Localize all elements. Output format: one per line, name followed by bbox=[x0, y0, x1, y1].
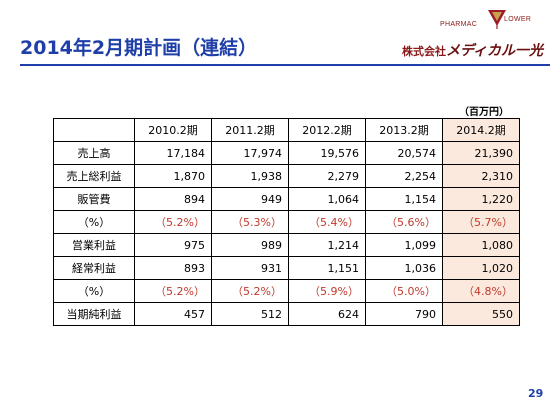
table-cell: （5.7%） bbox=[442, 210, 520, 234]
title-underline bbox=[20, 64, 550, 66]
table-cell: 893 bbox=[134, 256, 212, 280]
row-label: 営業利益 bbox=[53, 233, 135, 257]
company-logo: PHARMAC LOWER 株式会社メディカル一光 bbox=[402, 4, 552, 64]
table-row-percent: （%） （5.2%） （5.3%） （5.4%） （5.6%） （5.7%） bbox=[53, 210, 520, 234]
row-label: 売上総利益 bbox=[53, 164, 135, 188]
table-cell: 17,974 bbox=[211, 141, 289, 165]
table-cell: （5.2%） bbox=[134, 210, 212, 234]
table-cell: 19,576 bbox=[288, 141, 366, 165]
table-cell: 20,574 bbox=[365, 141, 443, 165]
table-cell: 1,870 bbox=[134, 164, 212, 188]
row-label: （%） bbox=[53, 279, 135, 303]
row-label: 売上高 bbox=[53, 141, 135, 165]
table-corner-cell bbox=[53, 118, 135, 142]
table-row: 販管費 894 949 1,064 1,154 1,220 bbox=[53, 187, 520, 211]
table-row: 売上総利益 1,870 1,938 2,279 2,254 2,310 bbox=[53, 164, 520, 188]
table-cell: 989 bbox=[211, 233, 289, 257]
table-cell: 550 bbox=[442, 302, 520, 326]
period-header: 2011.2期 bbox=[211, 118, 289, 142]
table-cell: 2,254 bbox=[365, 164, 443, 188]
table-cell: 1,214 bbox=[288, 233, 366, 257]
unit-note: （百万円） bbox=[459, 107, 509, 118]
table-cell: 1,099 bbox=[365, 233, 443, 257]
table-cell: （4.8%） bbox=[442, 279, 520, 303]
table-cell: （5.3%） bbox=[211, 210, 289, 234]
table-cell: 1,080 bbox=[442, 233, 520, 257]
slide-title: 2014年2月期計画（連結） bbox=[20, 37, 258, 59]
table-header-row: 2010.2期 2011.2期 2012.2期 2013.2期 2014.2期 bbox=[53, 118, 520, 142]
company-prefix: 株式会社 bbox=[402, 45, 446, 58]
table-cell: 894 bbox=[134, 187, 212, 211]
company-brand: メディカル一光 bbox=[446, 43, 544, 59]
table-cell: （5.6%） bbox=[365, 210, 443, 234]
period-header-plan: 2014.2期 bbox=[442, 118, 520, 142]
table-cell: 2,279 bbox=[288, 164, 366, 188]
row-label: 当期純利益 bbox=[53, 302, 135, 326]
table-cell: 1,154 bbox=[365, 187, 443, 211]
row-label: 販管費 bbox=[53, 187, 135, 211]
period-header: 2012.2期 bbox=[288, 118, 366, 142]
table-cell: 1,220 bbox=[442, 187, 520, 211]
logo-lower-text: LOWER bbox=[504, 16, 532, 23]
table-row: 当期純利益 457 512 624 790 550 bbox=[53, 302, 520, 326]
page-number: 29 bbox=[528, 387, 544, 400]
table-cell: 1,151 bbox=[288, 256, 366, 280]
table-cell: （5.2%） bbox=[211, 279, 289, 303]
table-row-percent: （%） （5.2%） （5.2%） （5.9%） （5.0%） （4.8%） bbox=[53, 279, 520, 303]
period-header: 2013.2期 bbox=[365, 118, 443, 142]
flower-logo-icon bbox=[486, 8, 508, 34]
table-row: 経常利益 893 931 1,151 1,036 1,020 bbox=[53, 256, 520, 280]
table-cell: （5.4%） bbox=[288, 210, 366, 234]
row-label: （%） bbox=[53, 210, 135, 234]
table-cell: 21,390 bbox=[442, 141, 520, 165]
table-cell: 1,020 bbox=[442, 256, 520, 280]
table-cell: 1,036 bbox=[365, 256, 443, 280]
company-name: 株式会社メディカル一光 bbox=[402, 40, 543, 60]
period-header: 2010.2期 bbox=[134, 118, 212, 142]
consolidated-plan-table: 2010.2期 2011.2期 2012.2期 2013.2期 2014.2期 … bbox=[53, 118, 520, 326]
table-cell: （5.9%） bbox=[288, 279, 366, 303]
table-cell: 975 bbox=[134, 233, 212, 257]
table-cell: 2,310 bbox=[442, 164, 520, 188]
table-cell: 949 bbox=[211, 187, 289, 211]
table-cell: （5.0%） bbox=[365, 279, 443, 303]
table-cell: 457 bbox=[134, 302, 212, 326]
table-cell: （5.2%） bbox=[134, 279, 212, 303]
table-row: 売上高 17,184 17,974 19,576 20,574 21,390 bbox=[53, 141, 520, 165]
table-cell: 1,938 bbox=[211, 164, 289, 188]
table-cell: 931 bbox=[211, 256, 289, 280]
table-cell: 624 bbox=[288, 302, 366, 326]
row-label: 経常利益 bbox=[53, 256, 135, 280]
logo-pharmac-text: PHARMAC bbox=[440, 21, 478, 28]
table-cell: 790 bbox=[365, 302, 443, 326]
table-row: 営業利益 975 989 1,214 1,099 1,080 bbox=[53, 233, 520, 257]
table-cell: 1,064 bbox=[288, 187, 366, 211]
table-cell: 512 bbox=[211, 302, 289, 326]
table-cell: 17,184 bbox=[134, 141, 212, 165]
